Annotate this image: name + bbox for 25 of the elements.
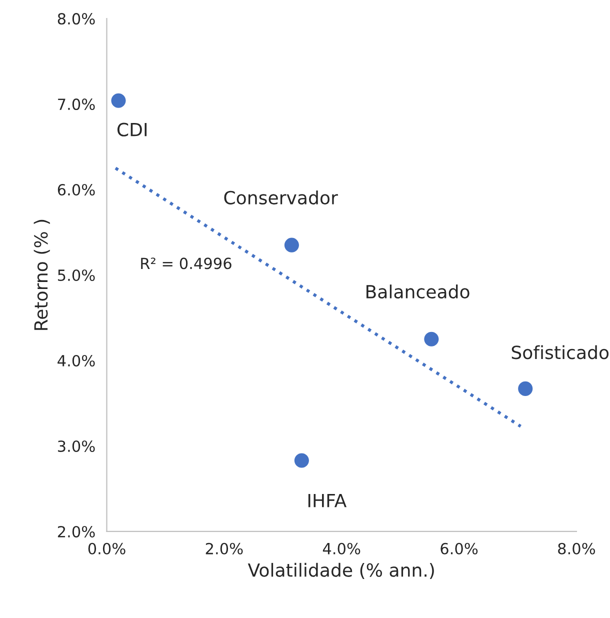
annotation: Sofisticado (512, 345, 609, 360)
point (424, 332, 439, 346)
x-tick-label: 0.0% (88, 542, 126, 554)
y-tick-label: 5.0% (58, 269, 95, 282)
point (284, 238, 299, 252)
y-tick-label: 2.0% (58, 526, 95, 538)
point (294, 453, 309, 468)
annotation: IHFA (308, 494, 347, 508)
x-tick-label: 8.0% (558, 542, 596, 554)
y-tick-label: 6.0% (58, 184, 95, 196)
x-tick-label: 2.0% (206, 542, 243, 554)
y-tick-label: 8.0% (58, 13, 95, 25)
y-tick-label: 7.0% (58, 98, 95, 110)
y-axis-title: Retorno (% ) (34, 220, 50, 330)
x-tick-label: 6.0% (440, 542, 478, 554)
x-axis-title: Volatilidade (% ann.) (248, 562, 434, 580)
y-tick-label: 4.0% (58, 354, 95, 367)
y-tick-label: 3.0% (58, 440, 95, 452)
x-tick-label: 4.0% (322, 542, 360, 554)
point (111, 93, 126, 108)
annotation: Balanceado (366, 284, 470, 299)
annotation: R² = 0.4996 (141, 258, 232, 270)
point (518, 381, 533, 396)
annotation: Conservador (224, 190, 338, 204)
annotation: CDI (117, 122, 147, 136)
